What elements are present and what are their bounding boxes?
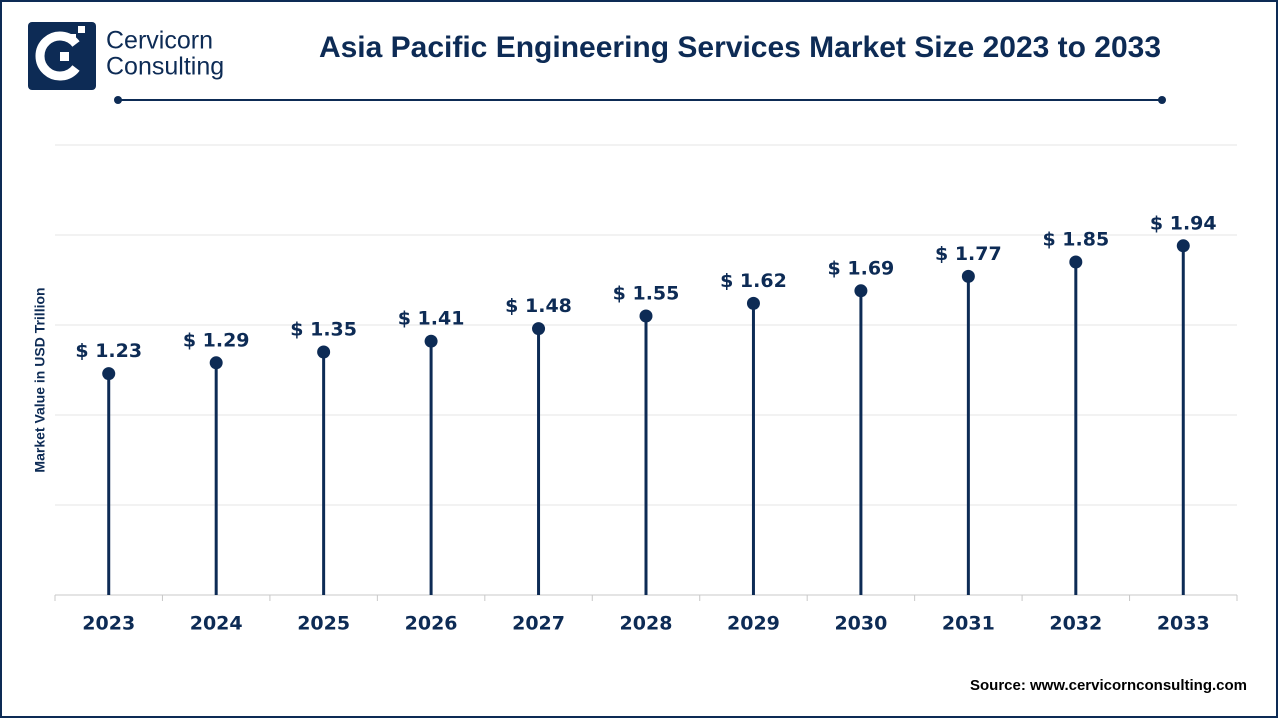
dot xyxy=(639,309,653,323)
x-tick-label: 2029 xyxy=(727,613,780,635)
x-tick-label: 2025 xyxy=(297,613,350,635)
dot xyxy=(746,296,760,310)
dot xyxy=(424,334,438,348)
dot xyxy=(854,284,868,298)
value-label: $ 1.29 xyxy=(183,329,250,351)
value-label: $ 1.69 xyxy=(828,257,895,279)
x-tick-label: 2032 xyxy=(1049,613,1102,635)
dot xyxy=(961,269,975,283)
value-label: $ 1.77 xyxy=(935,243,1002,265)
x-tick-label: 2031 xyxy=(942,613,995,635)
brand-name: Cervicorn xyxy=(106,27,213,55)
dot xyxy=(209,356,223,370)
dot xyxy=(1069,255,1083,269)
value-label: $ 1.23 xyxy=(75,340,142,362)
value-label: $ 1.41 xyxy=(398,308,465,330)
x-tick-label: 2024 xyxy=(190,613,243,635)
chart-title: Asia Pacific Engineering Services Market… xyxy=(319,31,1161,64)
x-tick-label: 2023 xyxy=(82,613,135,635)
x-tick-label: 2028 xyxy=(620,613,673,635)
brand-name: Consulting xyxy=(106,53,224,81)
source: Source: www.cervicornconsulting.com xyxy=(970,677,1247,694)
logo xyxy=(28,22,96,90)
dot xyxy=(317,345,331,359)
y-axis-label: Market Value in USD Trillion xyxy=(32,287,48,472)
x-tick-label: 2030 xyxy=(834,613,887,635)
x-tick-label: 2033 xyxy=(1157,613,1210,635)
dot xyxy=(1176,239,1190,253)
x-tick-label: 2026 xyxy=(405,613,458,635)
value-label: $ 1.94 xyxy=(1150,212,1217,234)
rule-dot xyxy=(1158,96,1166,104)
value-label: $ 1.48 xyxy=(505,295,572,317)
value-label: $ 1.55 xyxy=(613,283,680,305)
value-label: $ 1.35 xyxy=(290,319,357,341)
dot xyxy=(102,367,116,381)
value-label: $ 1.62 xyxy=(720,270,787,292)
value-label: $ 1.85 xyxy=(1042,229,1109,251)
dot xyxy=(532,322,546,336)
rule-dot xyxy=(114,96,122,104)
x-tick-label: 2027 xyxy=(512,613,565,635)
